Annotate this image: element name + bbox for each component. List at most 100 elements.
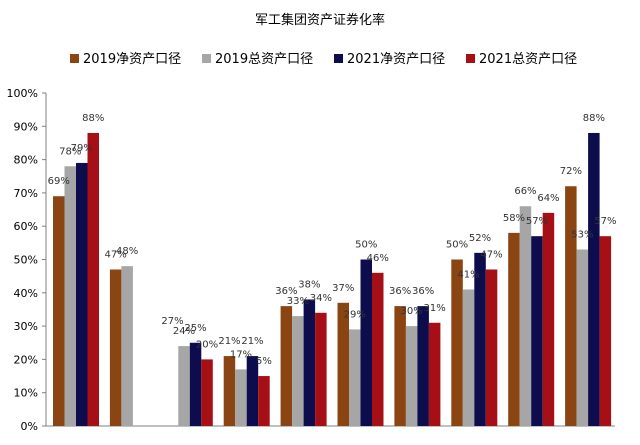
bar-s1-c5 [280, 306, 293, 426]
bar-s1-c1 [53, 196, 65, 426]
bar-s1-c4 [223, 356, 236, 426]
data-label-s1-c6: 37% [332, 283, 354, 294]
data-label-s4-c1: 88% [82, 113, 104, 124]
bar-s2-c2 [121, 266, 133, 426]
y-tick-label-0: 0% [21, 420, 38, 433]
legend-label-4: 2021总资产口径 [479, 52, 577, 67]
bar-s3-c8 [474, 252, 486, 426]
y-tick-label-8: 80% [14, 154, 38, 167]
bar-s2-c5 [292, 316, 304, 426]
bar-s4-c6 [372, 272, 384, 426]
chart-title: 军工集团资产证券化率 [255, 12, 385, 28]
y-tick-label-10: 100% [7, 87, 38, 100]
data-label-s1-c8: 50% [446, 240, 468, 251]
data-label-s1-c1: 69% [48, 176, 70, 187]
bar-s2-c8 [462, 289, 475, 426]
data-label-s3-c6: 50% [355, 240, 377, 251]
y-tick-label-2: 20% [14, 353, 38, 366]
legend-swatch-1 [70, 54, 79, 63]
data-label-s1-c2: 47% [105, 249, 127, 260]
bar-s3-c5 [303, 299, 316, 426]
bar-s4-c7 [428, 322, 441, 426]
data-label-s1-c4: 21% [218, 336, 240, 347]
bar-s2-c4 [235, 369, 247, 426]
data-label-s4-c10: 57% [594, 216, 616, 227]
legend-label-1: 2019净资产口径 [83, 52, 181, 67]
data-label-s4-c5: 34% [310, 293, 332, 304]
data-label-s4-c4: 5% [256, 356, 272, 367]
bar-s4-c3 [201, 359, 213, 426]
data-label-s2-c6: 29% [344, 309, 366, 320]
bar-s3-c10 [588, 132, 600, 426]
y-tick-label-6: 60% [14, 220, 38, 233]
bar-s3-c1 [76, 162, 88, 426]
data-label-s1-c5: 36% [275, 286, 297, 297]
data-label-s3-c7: 36% [412, 286, 434, 297]
legend-swatch-3 [334, 54, 343, 63]
bar-s4-c9 [542, 212, 555, 426]
bar-s1-c7 [394, 306, 406, 426]
y-tick-label-4: 40% [14, 287, 38, 300]
bar-s4-c8 [485, 269, 498, 426]
extra-label-1: 27% [161, 316, 183, 327]
data-label-s4-c3: 20% [196, 339, 218, 350]
bars [53, 132, 612, 426]
bar-s4-c10 [599, 236, 612, 426]
data-label-s2-c10: 53% [571, 230, 593, 241]
y-tick-label-5: 50% [14, 254, 38, 267]
bar-s3-c9 [531, 236, 543, 426]
legend-label-3: 2021净资产口径 [347, 52, 445, 67]
data-label-s3-c3: 25% [184, 323, 206, 334]
data-label-s4-c8: 47% [480, 249, 502, 260]
data-label-s1-c10: 72% [560, 166, 582, 177]
data-label-s2-c9: 66% [514, 186, 536, 197]
data-label-s1-c9: 58% [503, 213, 525, 224]
data-labels: 69% 47% 21% 36% 37% 36% 50% 58% 72% 78% 48% 24% 17% 3… [48, 113, 617, 367]
bar-s1-c8 [451, 259, 463, 426]
bar-s2-c3 [178, 346, 190, 426]
bar-s4-c4 [258, 376, 270, 426]
y-tick-label-3: 30% [14, 320, 38, 333]
data-label-s2-c2: 48% [116, 246, 138, 257]
data-label-s2-c7: 30% [401, 306, 423, 317]
data-label-s4-c6: 46% [367, 253, 389, 264]
y-tick-label-9: 90% [14, 120, 38, 133]
bar-s2-c1 [64, 166, 76, 426]
data-label-s4-c7: 31% [424, 303, 446, 314]
data-label-s2-c5: 33% [287, 296, 309, 307]
data-label-s4-c9: 64% [537, 193, 559, 204]
data-label-s2-c8: 41% [457, 269, 479, 280]
bar-s1-c6 [337, 302, 349, 426]
data-label-s3-c9: 57% [526, 216, 548, 227]
data-label-s3-c10: 88% [583, 113, 605, 124]
data-label-s2-c3: 24% [173, 326, 195, 337]
y-tick-label-1: 10% [14, 387, 38, 400]
y-axis: 0% 10% 20% 30% 40% 50% 60% 70% 80% 90% 100% [7, 87, 615, 433]
bar-s3-c4 [246, 356, 259, 426]
bar-s1-c9 [508, 232, 520, 426]
legend-label-2: 2019总资产口径 [215, 52, 313, 67]
legend-swatch-4 [466, 54, 475, 63]
data-label-s3-c5: 38% [298, 279, 320, 290]
bar-s4-c1 [87, 132, 99, 426]
data-label-s2-c4: 17% [230, 349, 252, 360]
bar-s3-c3 [189, 342, 202, 426]
legend-swatch-2 [202, 54, 211, 63]
data-label-s1-c7: 36% [389, 286, 411, 297]
y-tick-label-7: 70% [14, 187, 38, 200]
data-label-s3-c8: 52% [469, 233, 491, 244]
bar-s2-c6 [349, 329, 361, 426]
bar-s4-c5 [315, 312, 327, 426]
bar-s1-c2 [109, 269, 122, 426]
legend: 2019净资产口径 2019总资产口径 2021净资产口径 2021总资产口径 [70, 52, 577, 67]
bar-s3-c7 [417, 306, 429, 426]
bar-s1-c10 [565, 186, 577, 426]
data-label-s2-c1: 78% [59, 146, 81, 157]
bar-s2-c7 [405, 326, 418, 426]
bar-s2-c10 [576, 249, 589, 426]
data-label-s3-c1: 79% [71, 143, 93, 154]
bar-s2-c9 [519, 206, 532, 426]
data-label-s3-c4: 21% [241, 336, 263, 347]
bar-s3-c6 [360, 259, 372, 426]
